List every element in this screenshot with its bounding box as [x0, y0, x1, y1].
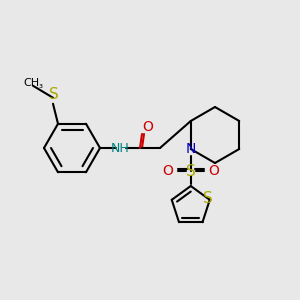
Text: S: S	[49, 87, 59, 102]
Text: O: O	[142, 120, 153, 134]
Text: O: O	[162, 164, 173, 178]
Text: S: S	[203, 191, 213, 206]
Text: ₃: ₃	[38, 80, 42, 90]
Text: NH: NH	[111, 142, 129, 154]
Text: S: S	[186, 164, 196, 178]
Text: O: O	[208, 164, 219, 178]
Text: N: N	[186, 142, 196, 156]
Text: CH: CH	[23, 78, 39, 88]
